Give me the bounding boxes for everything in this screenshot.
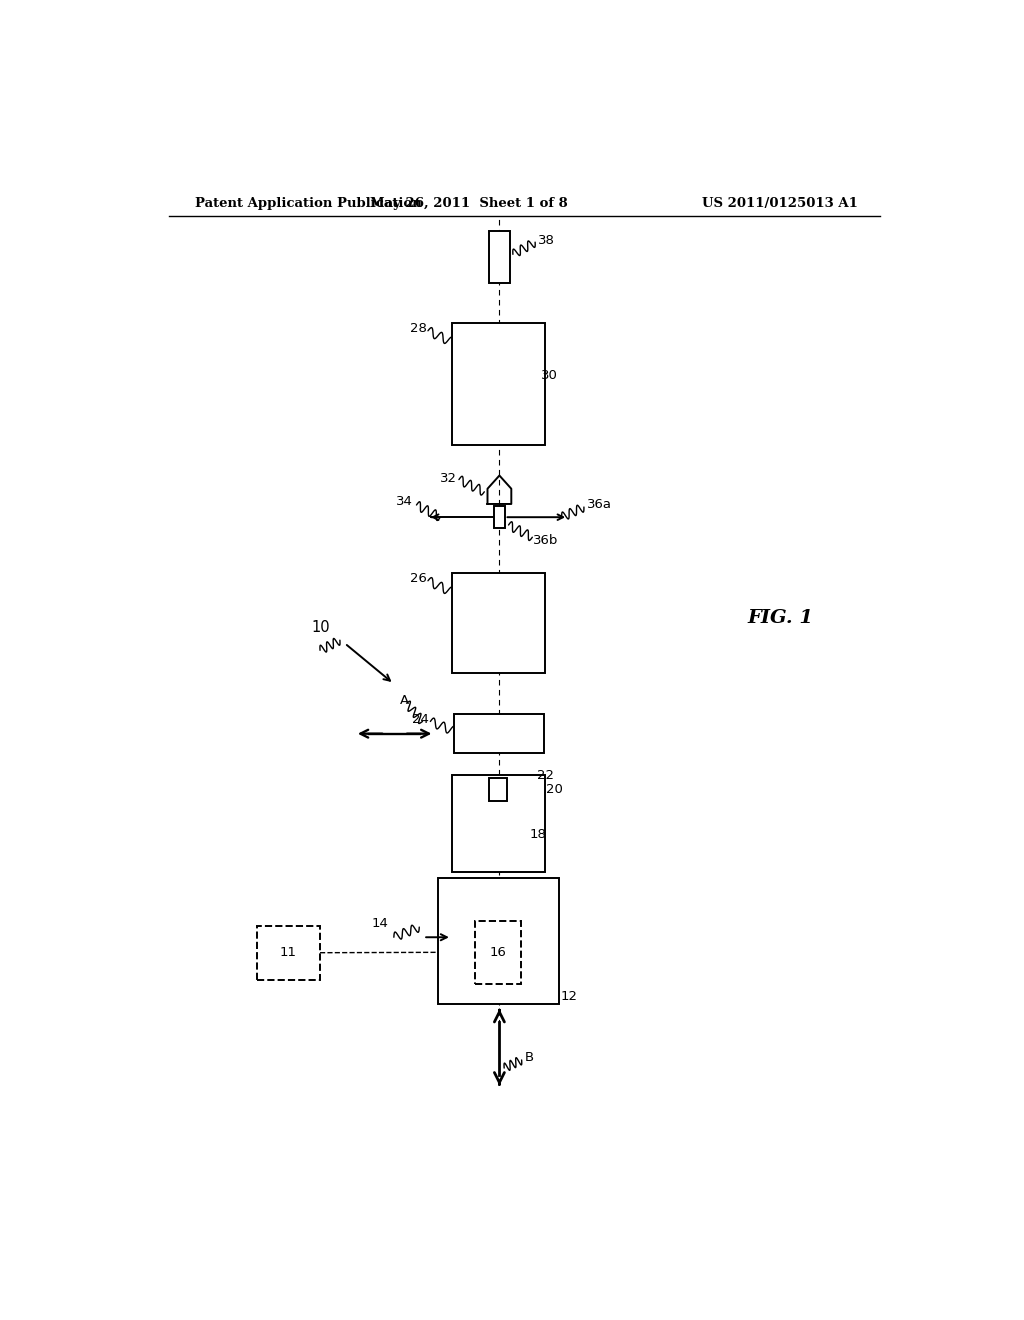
Bar [452,573,546,673]
Text: 32: 32 [440,473,458,484]
Text: 28: 28 [410,322,426,335]
Bar [489,779,507,801]
Text: 10: 10 [311,620,331,635]
Bar [452,775,546,873]
Text: Patent Application Publication: Patent Application Publication [196,197,422,210]
Text: 11: 11 [280,946,297,960]
Text: 26: 26 [410,573,426,585]
Bar [475,921,521,983]
Text: 14: 14 [372,916,388,929]
Bar [257,925,321,979]
Text: May 26, 2011  Sheet 1 of 8: May 26, 2011 Sheet 1 of 8 [371,197,568,210]
Text: B: B [524,1052,534,1064]
Text: 24: 24 [412,713,429,726]
Text: 12: 12 [561,990,578,1003]
Bar [452,323,546,445]
Bar [455,714,544,752]
Text: 16: 16 [489,945,506,958]
Text: 36a: 36a [587,499,612,511]
Text: 20: 20 [546,783,563,796]
Text: US 2011/0125013 A1: US 2011/0125013 A1 [702,197,858,210]
Bar [437,878,559,1005]
Text: 36b: 36b [534,533,558,546]
Text: 34: 34 [396,495,414,508]
Bar [489,231,510,284]
Text: 18: 18 [529,829,547,841]
Bar [495,506,505,528]
Text: 22: 22 [537,768,554,781]
Text: 30: 30 [541,370,558,383]
Text: 38: 38 [539,234,555,247]
Text: A: A [399,693,409,706]
Text: FIG. 1: FIG. 1 [748,609,813,627]
